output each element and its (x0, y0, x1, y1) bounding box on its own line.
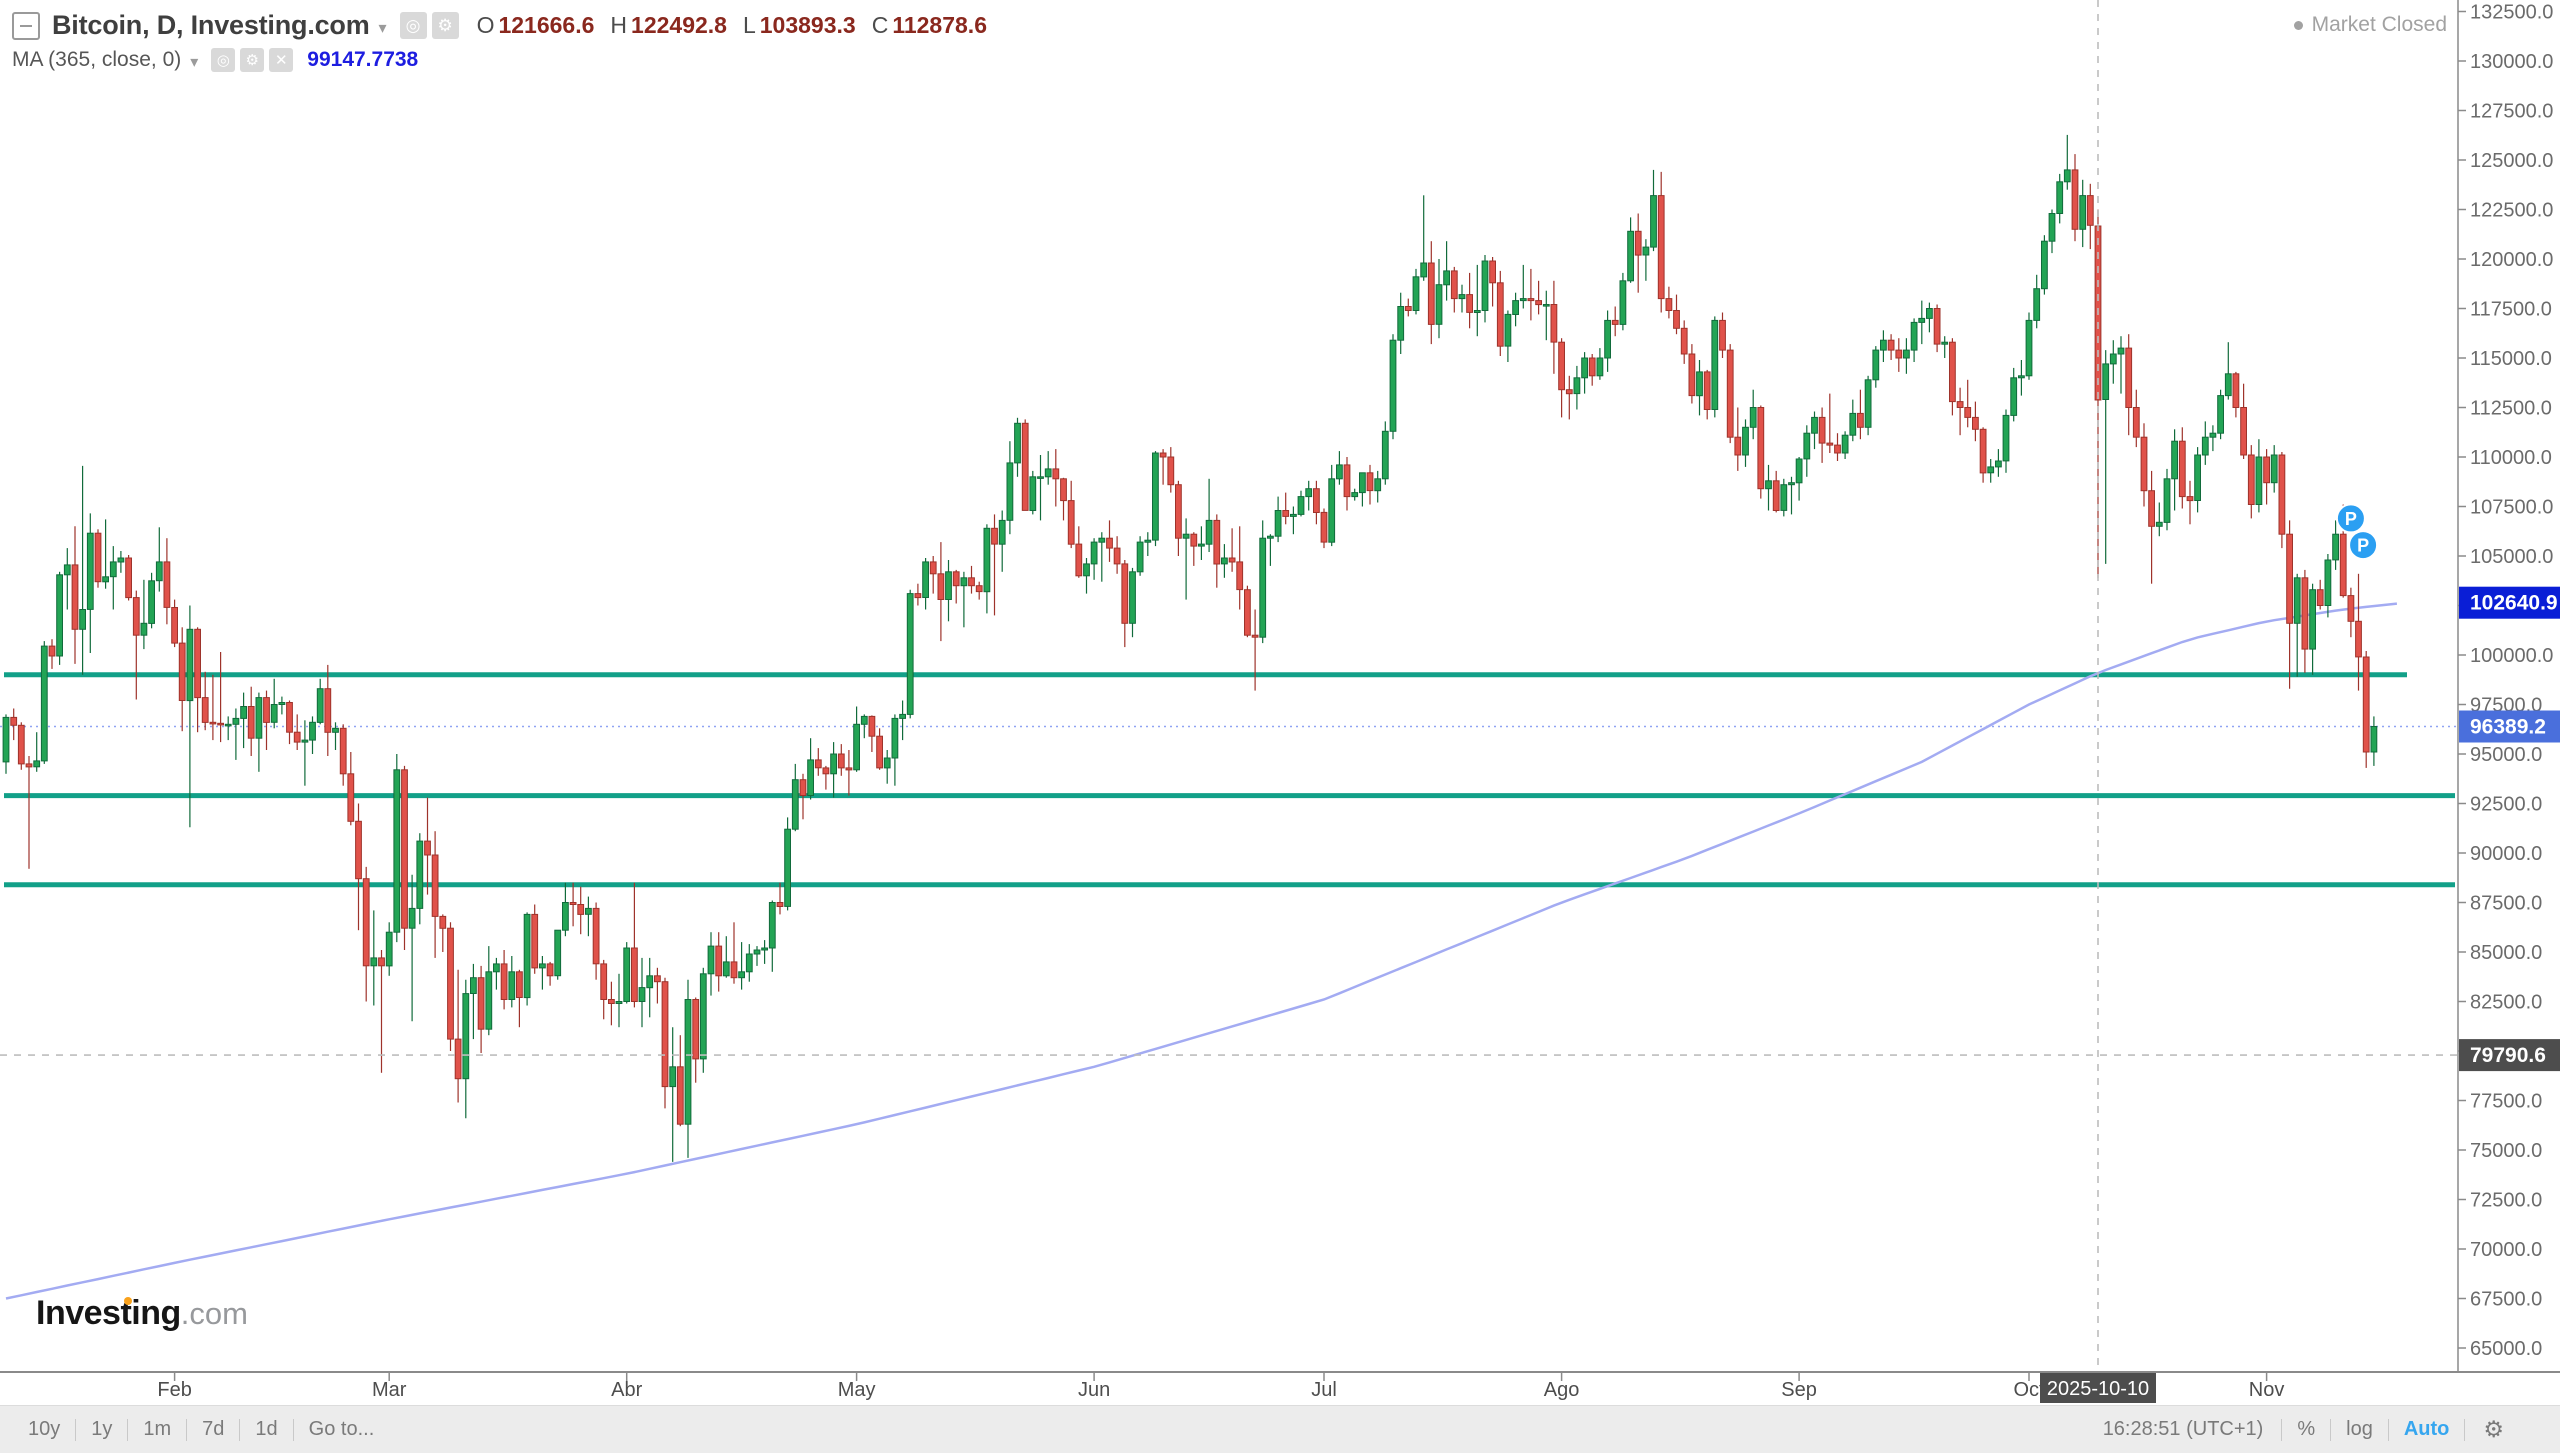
time-axis[interactable]: Feb Mar Abr May Jun Jul Ago Sep Oct Nov (0, 1371, 2560, 1401)
svg-text:Feb: Feb (157, 1379, 191, 1401)
crosshair (0, 0, 2458, 1372)
visibility-icon[interactable]: ◎ (211, 48, 236, 72)
logo-suffix: .com (180, 1296, 248, 1331)
svg-text:2025-10-10: 2025-10-10 (2047, 1378, 2149, 1400)
ma365-line[interactable] (5, 602, 2398, 1300)
price-axis[interactable]: 132500.0 130000.0 127500.0 125000.0 122500.0… (2457, 0, 2553, 1372)
svg-text:70000.0: 70000.0 (2470, 1239, 2542, 1261)
close-icon[interactable]: ✕ (269, 48, 294, 72)
svg-text:115000.0: 115000.0 (2470, 348, 2552, 370)
scale-controls: 16:28:51 (UTC+1) % log Auto ⚙ (2085, 1417, 2504, 1443)
support-levels[interactable] (4, 672, 2455, 888)
percent-scale-button[interactable]: % (2297, 1418, 2316, 1440)
svg-text:90000.0: 90000.0 (2470, 843, 2542, 865)
svg-text:65000.0: 65000.0 (2470, 1338, 2542, 1360)
svg-text:95000.0: 95000.0 (2470, 744, 2542, 766)
low-label: L (742, 12, 756, 38)
range-10y[interactable]: 10y (28, 1418, 61, 1440)
ohlc-readout: O 121666.6 H 122492.8 L 103893.3 C 11287… (477, 12, 987, 39)
svg-text:Abr: Abr (611, 1379, 642, 1401)
open-value: 121666.6 (498, 12, 595, 38)
svg-text:Jul: Jul (1311, 1379, 1337, 1401)
market-status-text: Market Closed (2311, 13, 2447, 36)
svg-text:Sep: Sep (1781, 1379, 1817, 1401)
svg-text:85000.0: 85000.0 (2470, 942, 2542, 964)
auto-scale-button[interactable]: Auto (2403, 1418, 2450, 1440)
svg-text:77500.0: 77500.0 (2470, 1091, 2542, 1113)
svg-text:Ago: Ago (1544, 1379, 1580, 1401)
logo-orange-dot-icon (124, 1297, 132, 1305)
svg-text:125000.0: 125000.0 (2470, 150, 2553, 172)
log-scale-button[interactable]: log (2346, 1418, 2373, 1440)
gear-icon[interactable]: ⚙ (431, 12, 459, 39)
svg-text:122500.0: 122500.0 (2470, 200, 2553, 222)
bottom-toolbar: 10y 1y 1m 7d 1d Go to... 16:28:51 (UTC+1… (0, 1405, 2560, 1453)
svg-text:79790.6: 79790.6 (2470, 1044, 2546, 1067)
svg-text:107500.0: 107500.0 (2470, 497, 2553, 519)
indicator-label: MA (365, close, 0) (12, 48, 182, 71)
svg-text:100000.0: 100000.0 (2470, 645, 2553, 667)
svg-text:96389.2: 96389.2 (2470, 716, 2546, 739)
chevron-down-icon[interactable]: ▾ (378, 19, 387, 37)
market-status: Market Closed (2293, 13, 2447, 37)
indicator-row: MA (365, close, 0) ▾ ◎ ⚙ ✕ 99147.7738 (12, 48, 987, 72)
collapse-icon[interactable] (12, 11, 40, 40)
symbol-row: Bitcoin, D, Investing.com ▾ ◎ ⚙ O 121666… (12, 10, 987, 41)
svg-text:117500.0: 117500.0 (2470, 299, 2552, 321)
position-markers[interactable]: P P (2335, 503, 2379, 561)
symbol-title[interactable]: Bitcoin, D, Investing.com (52, 10, 370, 40)
svg-text:67500.0: 67500.0 (2470, 1289, 2542, 1311)
svg-text:Mar: Mar (372, 1379, 407, 1401)
svg-text:112500.0: 112500.0 (2470, 398, 2552, 420)
status-dot-icon (2293, 20, 2303, 30)
svg-text:Oct: Oct (2013, 1379, 2045, 1401)
svg-text:92500.0: 92500.0 (2470, 794, 2542, 816)
last-price-badge: 96389.2 (2459, 710, 2560, 743)
svg-text:127500.0: 127500.0 (2470, 101, 2553, 123)
svg-text:120000.0: 120000.0 (2470, 249, 2553, 271)
range-buttons: 10y 1y 1m 7d 1d Go to... (28, 1418, 389, 1441)
low-value: 103893.3 (759, 12, 856, 38)
svg-text:110000.0: 110000.0 (2470, 447, 2552, 469)
crosshair-date-badge: 2025-10-10 (2040, 1373, 2156, 1403)
svg-text:75000.0: 75000.0 (2470, 1140, 2542, 1162)
svg-text:105000.0: 105000.0 (2470, 546, 2553, 568)
svg-text:130000.0: 130000.0 (2470, 51, 2553, 73)
svg-text:P: P (2345, 509, 2357, 529)
high-value: 122492.8 (631, 12, 727, 38)
investing-logo: Investing.com (36, 1294, 248, 1333)
svg-text:132500.0: 132500.0 (2470, 2, 2553, 24)
svg-text:Nov: Nov (2249, 1379, 2285, 1401)
open-label: O (476, 12, 495, 38)
gear-icon[interactable]: ⚙ (240, 48, 265, 72)
visibility-icon[interactable]: ◎ (399, 12, 427, 39)
logo-brand: Investing (36, 1294, 181, 1332)
chevron-down-icon[interactable]: ▾ (190, 54, 199, 71)
svg-text:87500.0: 87500.0 (2470, 893, 2542, 915)
gear-icon[interactable]: ⚙ (2483, 1416, 2504, 1443)
svg-text:72500.0: 72500.0 (2470, 1190, 2542, 1212)
close-value: 112878.6 (892, 12, 987, 38)
svg-text:102640.9: 102640.9 (2470, 592, 2558, 615)
range-1d[interactable]: 1d (255, 1418, 278, 1440)
chart-legend: Bitcoin, D, Investing.com ▾ ◎ ⚙ O 121666… (12, 10, 987, 72)
ma-value-badge: 102640.9 (2459, 586, 2560, 619)
svg-text:Jun: Jun (1078, 1379, 1110, 1401)
close-label: C (871, 12, 889, 38)
svg-text:P: P (2357, 536, 2369, 556)
crosshair-price-badge: 79790.6 (2459, 1039, 2560, 1072)
svg-text:82500.0: 82500.0 (2470, 992, 2542, 1014)
indicator-value: 99147.7738 (307, 48, 419, 71)
goto-button[interactable]: Go to... (308, 1418, 375, 1440)
clock: 16:28:51 (UTC+1) (2102, 1418, 2264, 1440)
svg-text:May: May (838, 1379, 876, 1401)
range-1m[interactable]: 1m (143, 1418, 172, 1440)
range-7d[interactable]: 7d (202, 1418, 225, 1440)
candles (2, 134, 2378, 1162)
range-1y[interactable]: 1y (91, 1418, 113, 1440)
high-label: H (610, 12, 628, 38)
